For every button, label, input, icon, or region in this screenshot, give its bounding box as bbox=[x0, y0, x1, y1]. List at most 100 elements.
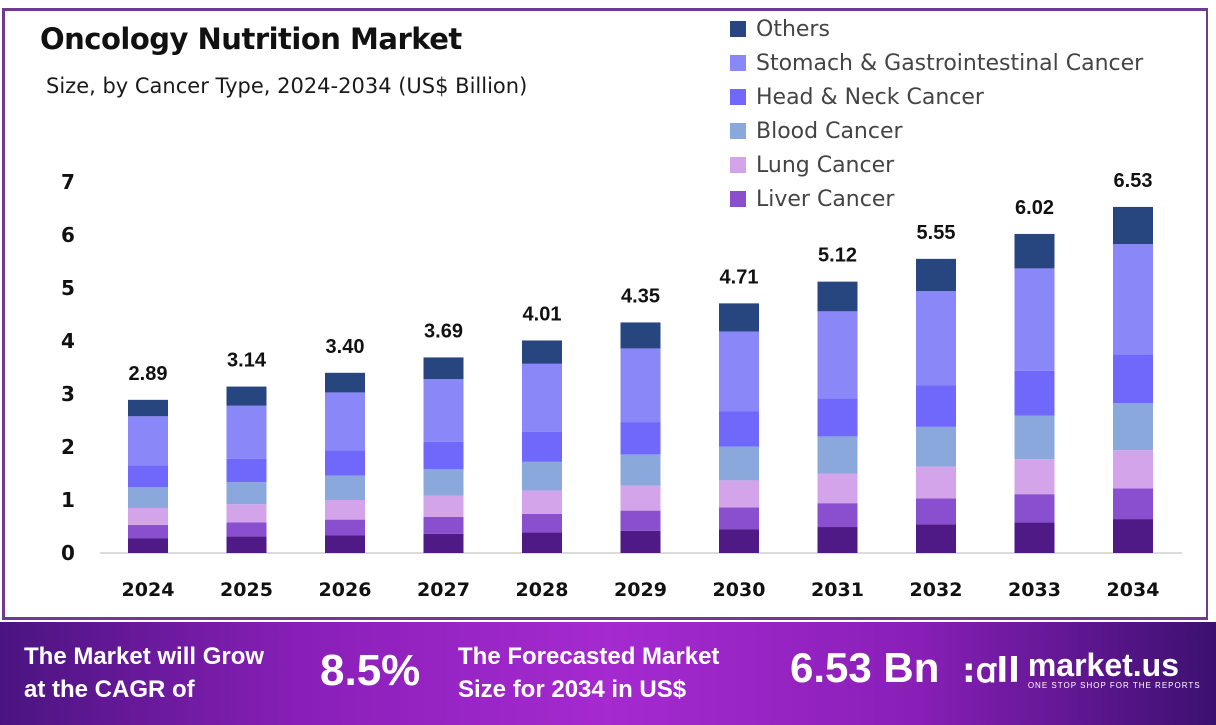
bar-segment-lung-cancer-2029 bbox=[620, 485, 661, 511]
bar-segment-liver-cancer-2028 bbox=[522, 513, 562, 533]
bar-segment-blood-cancer-2026 bbox=[325, 475, 365, 500]
bar-segment-blood-cancer-2028 bbox=[522, 461, 562, 491]
legend-item-head-neck: Head & Neck Cancer bbox=[730, 80, 1143, 114]
bar-segment-unlabeled-2028 bbox=[522, 532, 562, 553]
bar-segment-stomach-gastrointestinal-cancer-2032 bbox=[916, 291, 956, 386]
bar-segment-stomach-gastrointestinal-cancer-2034 bbox=[1113, 244, 1153, 355]
bar-segment-unlabeled-2029 bbox=[620, 530, 661, 553]
bar-segment-stomach-gastrointestinal-cancer-2025 bbox=[226, 405, 267, 459]
stacked-bar-chart: 0 1 2 3 4 5 6 7 2.89 2024 3.14 2025 3.40 2026 3.69 2027… bbox=[61, 170, 1182, 601]
bar-segment-blood-cancer-2030 bbox=[719, 446, 759, 481]
legend-item-stomach-gi: Stomach & Gastrointestinal Cancer bbox=[730, 46, 1143, 80]
legend-swatch-icon bbox=[730, 191, 746, 207]
bar-segment-stomach-gastrointestinal-cancer-2026 bbox=[325, 392, 365, 451]
bar-segment-head-neck-cancer-2028 bbox=[522, 431, 562, 462]
y-tick-label: 6 bbox=[61, 223, 75, 247]
legend-swatch-icon bbox=[730, 89, 746, 105]
bar-total-label: 6.02 bbox=[1015, 197, 1054, 219]
x-tick-label: 2027 bbox=[417, 579, 470, 601]
y-tick-label: 4 bbox=[61, 329, 75, 353]
bar-segment-blood-cancer-2032 bbox=[916, 426, 956, 467]
bar-segment-lung-cancer-2025 bbox=[226, 504, 267, 523]
chart-frame bbox=[2, 8, 1208, 620]
bar-segment-head-neck-cancer-2025 bbox=[226, 458, 267, 482]
bar-segment-blood-cancer-2027 bbox=[423, 469, 464, 496]
legend: Others Stomach & Gastrointestinal Cancer… bbox=[730, 12, 1143, 216]
bar-segment-others-2026 bbox=[325, 372, 365, 393]
bar-segment-head-neck-cancer-2034 bbox=[1113, 354, 1153, 404]
bar-segment-lung-cancer-2033 bbox=[1014, 459, 1055, 495]
cagr-value: 8.5% bbox=[320, 646, 421, 695]
legend-label: Lung Cancer bbox=[756, 152, 895, 178]
bar-total-label: 3.14 bbox=[227, 350, 267, 372]
bar-segment-lung-cancer-2030 bbox=[719, 480, 759, 508]
x-tick-label: 2024 bbox=[122, 579, 175, 601]
bar-total-label: 4.35 bbox=[621, 285, 660, 307]
legend-item-liver: Liver Cancer bbox=[730, 182, 1143, 216]
chart-subtitle: Size, by Cancer Type, 2024-2034 (US$ Bil… bbox=[46, 74, 528, 98]
bar-segment-liver-cancer-2026 bbox=[325, 519, 365, 536]
bar-segment-unlabeled-2025 bbox=[226, 536, 267, 553]
bar-segment-blood-cancer-2029 bbox=[620, 454, 661, 486]
bar-segment-blood-cancer-2034 bbox=[1113, 403, 1153, 451]
bar-segment-liver-cancer-2032 bbox=[916, 498, 956, 525]
y-tick-label: 0 bbox=[61, 541, 75, 565]
bar-segment-lung-cancer-2034 bbox=[1113, 450, 1153, 489]
x-tick-label: 2028 bbox=[516, 579, 569, 601]
forecast-label-line2: Size for 2034 in US$ bbox=[458, 676, 687, 703]
bar-segment-others-2030 bbox=[719, 303, 759, 332]
legend-label: Stomach & Gastrointestinal Cancer bbox=[756, 50, 1144, 76]
bar-segment-head-neck-cancer-2033 bbox=[1014, 370, 1055, 416]
bar-segment-stomach-gastrointestinal-cancer-2027 bbox=[423, 379, 464, 442]
bar-segment-liver-cancer-2031 bbox=[817, 503, 858, 528]
bar-segment-liver-cancer-2025 bbox=[226, 522, 267, 537]
x-tick-label: 2026 bbox=[319, 579, 372, 601]
bar-segment-unlabeled-2024 bbox=[128, 538, 168, 553]
x-tick-label: 2034 bbox=[1107, 579, 1160, 601]
bar-segment-stomach-gastrointestinal-cancer-2024 bbox=[128, 416, 168, 466]
forecast-label: The Forecasted Market Size for 2034 in U… bbox=[458, 640, 719, 706]
bar-segment-others-2027 bbox=[423, 357, 464, 380]
forecast-value: 6.53 Bn bbox=[790, 644, 940, 691]
bar-segment-stomach-gastrointestinal-cancer-2031 bbox=[817, 311, 858, 399]
bar-total-label: 3.40 bbox=[326, 336, 365, 358]
bar-segment-others-2024 bbox=[128, 399, 168, 417]
bar-segment-head-neck-cancer-2031 bbox=[817, 398, 858, 437]
bar-segment-others-2029 bbox=[620, 322, 661, 349]
footer-banner: The Market will Grow at the CAGR of 8.5%… bbox=[0, 622, 1216, 725]
y-tick-label: 2 bbox=[61, 435, 75, 459]
forecast-label-line1: The Forecasted Market bbox=[458, 643, 720, 670]
bar-total-label: 3.69 bbox=[424, 320, 463, 342]
bar-segment-head-neck-cancer-2027 bbox=[423, 441, 464, 470]
bar-segment-stomach-gastrointestinal-cancer-2028 bbox=[522, 363, 562, 432]
cagr-label-line2: at the CAGR of bbox=[24, 676, 195, 703]
bar-total-label: 5.12 bbox=[818, 245, 857, 267]
legend-label: Others bbox=[756, 16, 830, 42]
bar-segment-unlabeled-2027 bbox=[423, 533, 464, 553]
bar-segment-head-neck-cancer-2032 bbox=[916, 385, 956, 427]
x-tick-label: 2033 bbox=[1008, 579, 1061, 601]
bar-total-label: 2.89 bbox=[129, 363, 168, 385]
bar-segment-others-2033 bbox=[1014, 233, 1055, 269]
bar-segment-stomach-gastrointestinal-cancer-2029 bbox=[620, 348, 661, 423]
y-tick-label: 3 bbox=[61, 382, 75, 406]
bar-segment-liver-cancer-2033 bbox=[1014, 494, 1055, 523]
legend-label: Head & Neck Cancer bbox=[756, 84, 984, 110]
bar-total-label: 4.71 bbox=[720, 266, 759, 288]
bar-segment-liver-cancer-2027 bbox=[423, 516, 464, 534]
bar-segment-liver-cancer-2029 bbox=[620, 510, 661, 531]
brand-tagline: ONE STOP SHOP FOR THE REPORTS bbox=[1027, 680, 1201, 690]
legend-swatch-icon bbox=[730, 21, 746, 37]
bar-segment-lung-cancer-2032 bbox=[916, 466, 956, 499]
brand-name: market.us bbox=[1027, 646, 1180, 683]
legend-swatch-icon bbox=[730, 123, 746, 139]
bar-segment-lung-cancer-2027 bbox=[423, 495, 464, 517]
bar-segment-unlabeled-2031 bbox=[817, 527, 858, 553]
bar-segment-blood-cancer-2025 bbox=[226, 481, 267, 505]
legend-swatch-icon bbox=[730, 55, 746, 71]
bar-segment-others-2025 bbox=[226, 386, 267, 406]
bar-total-label: 6.53 bbox=[1114, 170, 1153, 192]
x-tick-label: 2030 bbox=[713, 579, 766, 601]
y-tick-label: 5 bbox=[61, 276, 75, 300]
bar-segment-head-neck-cancer-2029 bbox=[620, 422, 661, 455]
